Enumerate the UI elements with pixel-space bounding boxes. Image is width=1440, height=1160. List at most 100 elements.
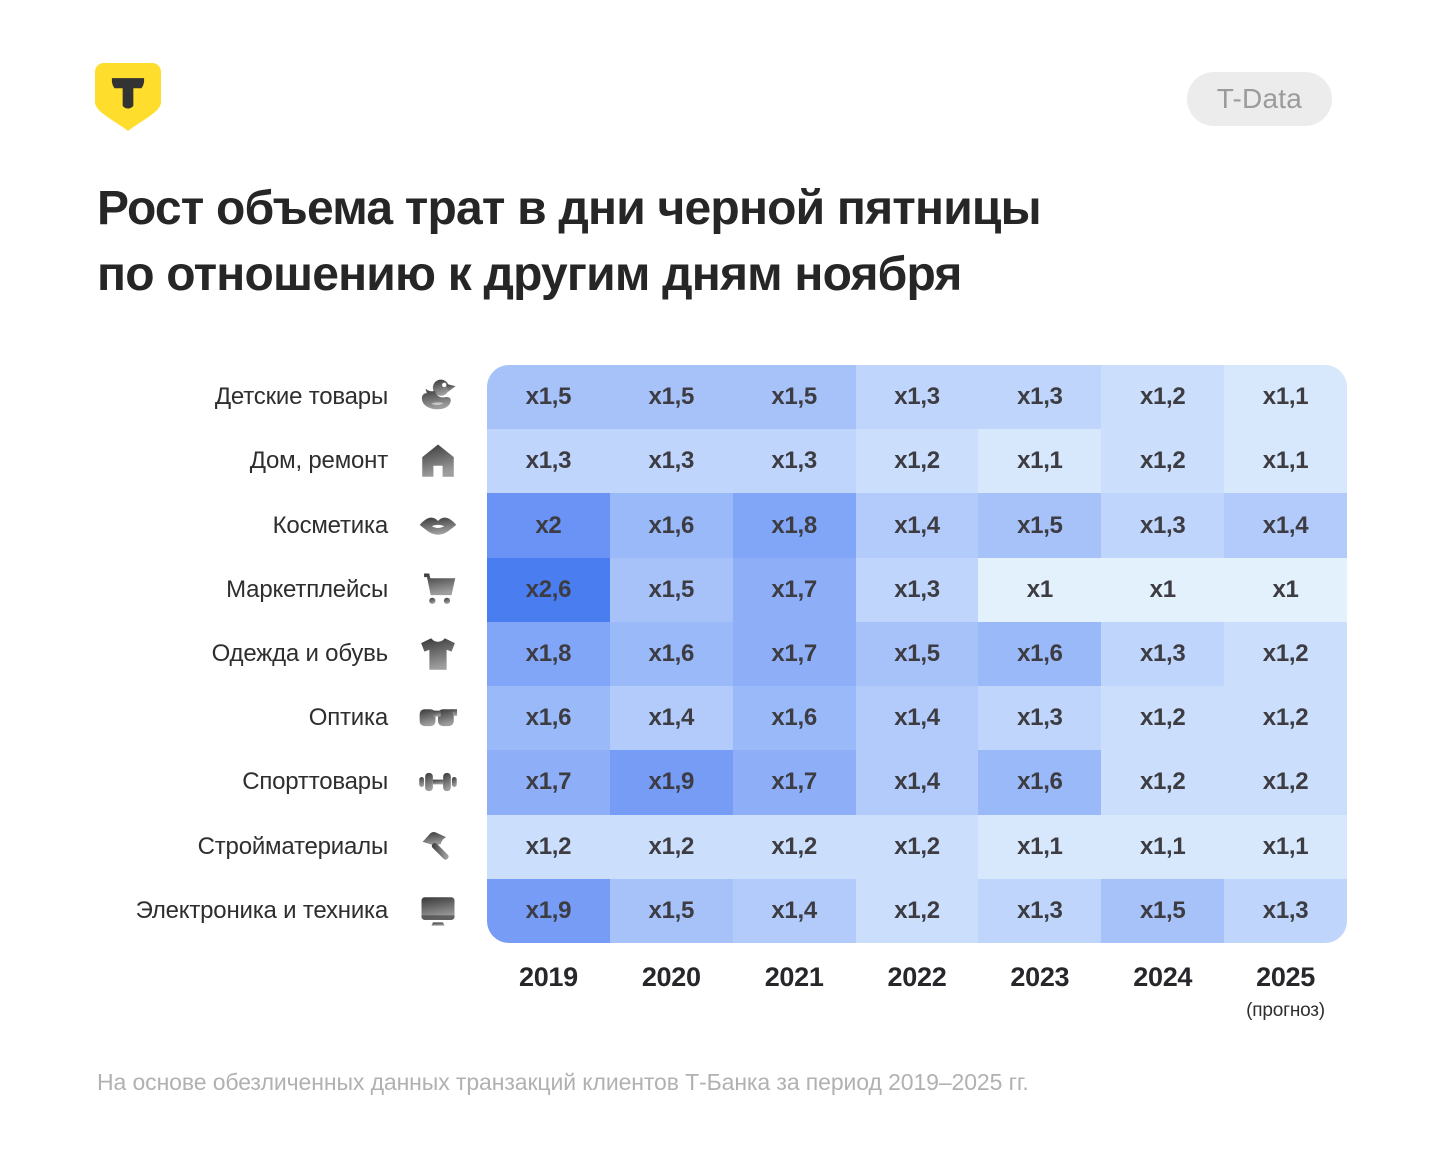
heatmap-cell: x1,6 <box>609 621 733 687</box>
heatmap-cell: x2,6 <box>487 557 610 622</box>
heatmap-cell: x1,7 <box>732 557 856 622</box>
heatmap-cell: x1,5 <box>855 621 979 687</box>
dumbbell-icon <box>416 760 460 804</box>
heatmap-cell: x1,2 <box>1101 750 1225 815</box>
heatmap-cell: x1,5 <box>732 365 856 430</box>
heatmap-cell: x1,9 <box>487 878 610 943</box>
heatmap-grid: x1,5 x1,5 x1,5 x1,3 x1,3 x1,2 x1,1 x1,3 x1,3 x1,3… <box>487 365 1347 943</box>
heatmap-cell: x1,6 <box>978 621 1102 687</box>
heatmap-cell: x1,4 <box>855 750 979 815</box>
heatmap-cell: x1,9 <box>609 750 733 815</box>
t-data-badge: T-Data <box>1186 72 1332 126</box>
heatmap-cell: x1,3 <box>732 429 856 494</box>
heatmap-cell: x1,6 <box>732 686 856 751</box>
t-bank-logo <box>95 63 161 131</box>
heatmap-cell: x1 <box>1101 557 1225 622</box>
category-row: Косметика <box>0 493 460 557</box>
heatmap-cell: x1,2 <box>732 814 856 879</box>
house-icon <box>416 439 460 483</box>
heatmap-cell: x1,3 <box>978 686 1102 751</box>
cart-icon <box>416 568 460 612</box>
t-data-badge-label: T-Data <box>1216 83 1302 114</box>
heatmap-cell: x1,4 <box>855 686 979 751</box>
category-row: Детские товары <box>0 365 460 429</box>
x-axis-year-value: 2023 <box>1010 962 1070 992</box>
category-label: Дом, ремонт <box>249 447 388 475</box>
heatmap-cell: x1,2 <box>1224 686 1347 751</box>
heatmap-cell: x1,2 <box>855 814 979 879</box>
heatmap-cell: x1,5 <box>487 365 610 430</box>
x-axis-year: 2025 (прогноз) <box>1224 962 1347 1022</box>
category-label: Косметика <box>272 511 389 539</box>
heatmap-cell: x1,2 <box>1101 686 1225 751</box>
x-axis-year: 2022 <box>856 962 979 1022</box>
category-row: Электроника и техника <box>0 879 460 943</box>
x-axis-year-value: 2021 <box>764 962 824 992</box>
heatmap-cell: x1,1 <box>1224 365 1347 430</box>
x-axis-year-value: 2025 <box>1256 962 1315 992</box>
heatmap-cell: x1,4 <box>609 686 733 751</box>
heatmap-cell: x1,3 <box>1101 621 1225 687</box>
tshirt-icon <box>416 632 460 676</box>
heatmap-cell: x1,6 <box>487 686 610 751</box>
heatmap-cell: x1,6 <box>978 750 1102 815</box>
heatmap-cell: x1,1 <box>1224 814 1347 879</box>
heatmap-cell: x1,7 <box>487 750 610 815</box>
heatmap-cell: x1,2 <box>1224 750 1347 815</box>
goggles-icon <box>416 696 460 740</box>
heatmap-cell: x1,3 <box>855 557 979 622</box>
heatmap-cell: x1,2 <box>609 814 733 879</box>
category-label: Электроника и техника <box>135 896 389 924</box>
x-axis-year: 2021 <box>733 962 856 1022</box>
x-axis-year-value: 2022 <box>887 962 947 992</box>
category-row: Маркетплейсы <box>0 558 460 622</box>
category-row: Спорттовары <box>0 750 460 814</box>
heatmap-cell: x1,2 <box>855 878 979 943</box>
x-axis-year: 2019 <box>487 962 610 1022</box>
heatmap-cell: x1,1 <box>1101 814 1225 879</box>
heatmap-cell: x1,4 <box>732 878 856 943</box>
category-row: Одежда и обувь <box>0 622 460 686</box>
x-axis-year: 2023 <box>978 962 1101 1022</box>
page-title: Рост объема трат в дни черной пятницы по… <box>97 176 1042 308</box>
heatmap-cell: x1,5 <box>609 878 733 943</box>
x-axis-year-value: 2020 <box>641 962 701 992</box>
heatmap-cell: x1,4 <box>855 493 979 558</box>
category-label: Стройматериалы <box>197 832 389 860</box>
heatmap-cell: x1 <box>978 557 1102 622</box>
heatmap-cell: x1,2 <box>1101 429 1225 494</box>
heatmap-cell: x1,3 <box>487 429 610 494</box>
category-label: Маркетплейсы <box>226 575 388 603</box>
heatmap-cell: x1,4 <box>1224 493 1347 558</box>
heatmap-cell: x1,5 <box>1101 878 1225 943</box>
page-title-line2: по отношению к другим дням ноября <box>97 248 962 301</box>
heatmap-cell: x1,1 <box>978 429 1102 494</box>
heatmap-cell: x1,7 <box>732 621 856 687</box>
heatmap-cell: x1,6 <box>609 493 733 558</box>
page-title-line1: Рост объема трат в дни черной пятницы <box>97 182 1042 235</box>
heatmap-cell: x1,3 <box>978 365 1102 430</box>
heatmap-cell: x1,2 <box>1101 365 1225 430</box>
source-note: На основе обезличенных данных транзакций… <box>97 1069 1029 1095</box>
x-axis-year-value: 2019 <box>518 962 578 992</box>
x-axis-year: 2024 <box>1101 962 1224 1022</box>
shield-icon <box>95 63 161 131</box>
x-axis-year: 2020 <box>610 962 733 1022</box>
category-labels: Детские товары Дом, ремонт Косметика Маркет… <box>0 365 460 943</box>
heatmap-cell: x1,2 <box>1224 621 1347 687</box>
category-row: Оптика <box>0 686 460 750</box>
heatmap-cell: x1,2 <box>487 814 610 879</box>
category-label: Детские товары <box>214 383 388 411</box>
heatmap-cell: x1,3 <box>609 429 733 494</box>
heatmap-cell: x1,3 <box>1224 878 1347 943</box>
heatmap-cell: x1,3 <box>978 878 1102 943</box>
heatmap-cell: x1 <box>1224 557 1347 622</box>
heatmap-cell: x1,1 <box>978 814 1102 879</box>
x-axis-year-value: 2024 <box>1133 962 1193 992</box>
category-label: Оптика <box>308 704 388 732</box>
heatmap-cell: x2 <box>487 493 610 558</box>
heatmap-cell: x1,1 <box>1224 429 1347 494</box>
heatmap-cell: x1,5 <box>609 365 733 430</box>
lips-icon <box>416 504 460 548</box>
